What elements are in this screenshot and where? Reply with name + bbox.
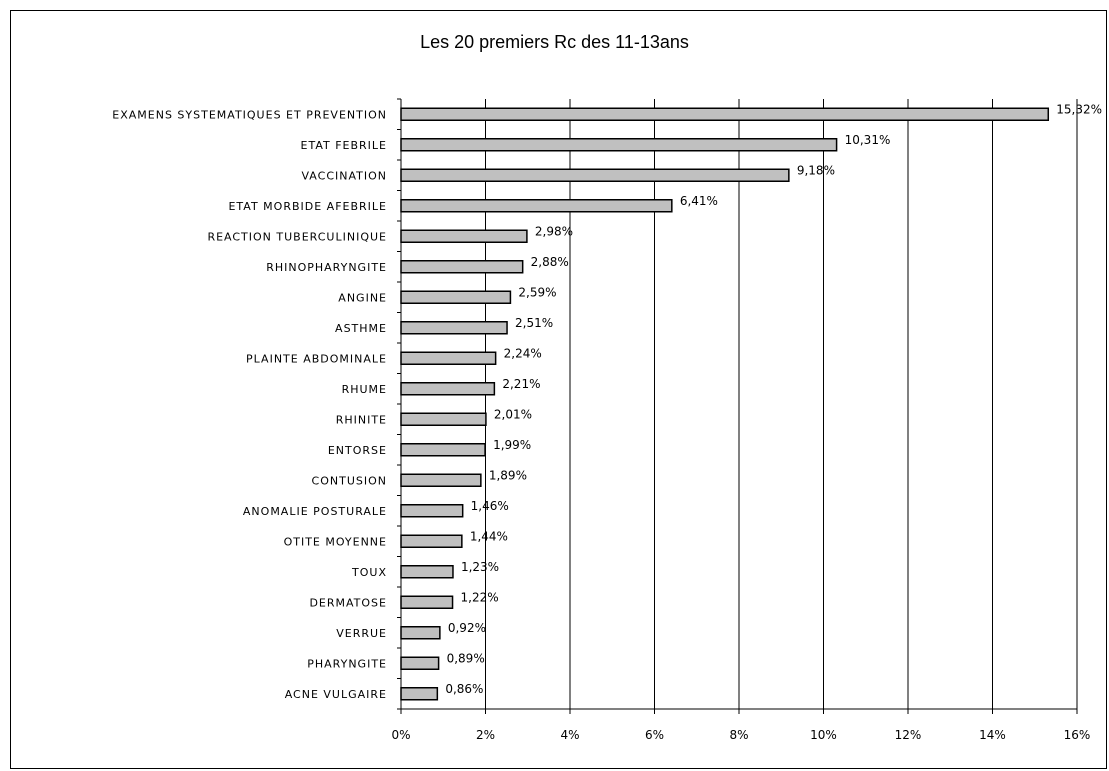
category-label: ACNE VULGAIRE xyxy=(285,688,387,701)
data-label: 2,01% xyxy=(494,407,532,421)
data-label: 1,44% xyxy=(470,529,508,543)
category-label: TOUX xyxy=(351,566,387,579)
chart-title: Les 20 premiers Rc des 11-13ans xyxy=(420,32,689,52)
bar xyxy=(400,504,464,518)
category-label: REACTION TUBERCULINIQUE xyxy=(207,230,387,243)
category-label: ASTHME xyxy=(335,322,387,335)
data-label: 6,41% xyxy=(680,194,718,208)
data-label: 2,51% xyxy=(515,316,553,330)
category-label: OTITE MOYENNE xyxy=(284,535,387,548)
bar xyxy=(400,656,440,670)
category-label: VACCINATION xyxy=(301,169,387,182)
data-label: 1,99% xyxy=(493,438,531,452)
data-label: 1,22% xyxy=(461,590,499,604)
bar xyxy=(400,107,1050,121)
category-label: DERMATOSE xyxy=(309,596,387,609)
bar xyxy=(400,565,454,579)
data-label: 1,23% xyxy=(461,560,499,574)
category-label: PLAINTE ABDOMINALE xyxy=(246,352,387,365)
bar xyxy=(400,687,439,701)
category-label: ETAT FEBRILE xyxy=(301,139,388,152)
bar xyxy=(400,229,528,243)
bar xyxy=(400,595,454,609)
bar xyxy=(400,260,524,274)
category-label: RHUME xyxy=(342,383,387,396)
category-label: RHINOPHARYNGITE xyxy=(266,261,387,274)
data-label: 2,88% xyxy=(531,255,569,269)
x-tick-label: 16% xyxy=(1064,728,1091,742)
category-label: VERRUE xyxy=(336,627,387,640)
x-tick-label: 14% xyxy=(979,728,1006,742)
bar xyxy=(400,168,790,182)
bar xyxy=(400,382,496,396)
x-tick-label: 12% xyxy=(895,728,922,742)
x-tick-label: 10% xyxy=(810,728,837,742)
category-label: RHINITE xyxy=(336,413,387,426)
data-label: 2,98% xyxy=(535,224,573,238)
chart-frame xyxy=(10,10,1107,769)
data-label: 2,21% xyxy=(502,377,540,391)
bar xyxy=(400,626,441,640)
data-label: 2,59% xyxy=(518,285,556,299)
x-tick-label: 4% xyxy=(560,728,579,742)
bar xyxy=(400,412,487,426)
data-label: 1,89% xyxy=(489,468,527,482)
bar xyxy=(400,199,673,213)
x-tick-label: 8% xyxy=(729,728,748,742)
x-tick-label: 6% xyxy=(645,728,664,742)
data-label: 2,24% xyxy=(504,346,542,360)
bar xyxy=(400,290,512,304)
x-tick-label: 2% xyxy=(476,728,495,742)
data-label: 10,31% xyxy=(845,133,891,147)
bar xyxy=(400,473,482,487)
category-label: ANOMALIE POSTURALE xyxy=(243,505,387,518)
data-label: 0,86% xyxy=(445,682,483,696)
data-label: 15,32% xyxy=(1056,102,1102,116)
bar xyxy=(400,443,486,457)
data-label: 1,46% xyxy=(471,499,509,513)
data-label: 0,92% xyxy=(448,621,486,635)
bar xyxy=(400,534,463,548)
data-label: 0,89% xyxy=(447,651,485,665)
x-tick-label: 0% xyxy=(391,728,410,742)
category-label: PHARYNGITE xyxy=(307,657,387,670)
bar xyxy=(400,351,497,365)
category-label: ENTORSE xyxy=(328,444,387,457)
data-label: 9,18% xyxy=(797,163,835,177)
bar xyxy=(400,321,508,335)
category-label: ETAT MORBIDE AFEBRILE xyxy=(228,200,387,213)
bar xyxy=(400,138,838,152)
category-label: EXAMENS SYSTEMATIQUES ET PREVENTION xyxy=(112,108,387,121)
category-label: ANGINE xyxy=(338,291,387,304)
category-label: CONTUSION xyxy=(312,474,387,487)
